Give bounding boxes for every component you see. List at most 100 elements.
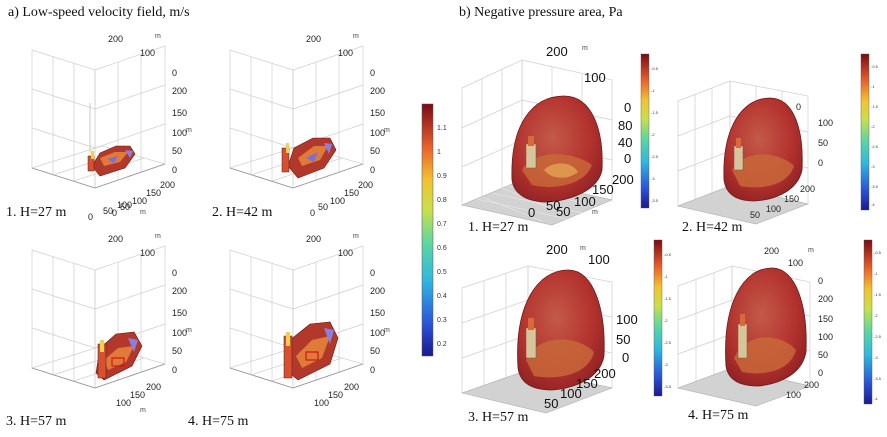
svg-text:-1: -1 xyxy=(651,88,655,93)
svg-text:50: 50 xyxy=(556,204,570,219)
svg-text:150: 150 xyxy=(784,194,799,204)
svg-text:200: 200 xyxy=(764,246,779,256)
svg-text:0: 0 xyxy=(370,268,375,278)
svg-text:0: 0 xyxy=(818,158,823,168)
pressure-plot-h57: 200 100 m 100 50 0 200 150 100 50 xyxy=(452,238,638,416)
svg-text:-0.5: -0.5 xyxy=(664,252,672,257)
svg-text:0: 0 xyxy=(370,68,375,78)
svg-text:200: 200 xyxy=(306,34,321,44)
svg-text:-3.5: -3.5 xyxy=(651,198,659,203)
caption-b1: 1. H=27 m xyxy=(468,220,529,235)
svg-text:100: 100 xyxy=(818,332,833,342)
svg-text:0: 0 xyxy=(172,365,177,375)
svg-text:m: m xyxy=(155,233,161,240)
svg-text:50: 50 xyxy=(103,206,113,216)
svg-text:200: 200 xyxy=(370,286,385,296)
pressure-plot-h75: 200 100 m 0 200 150 100 50 0 200 100 xyxy=(668,238,848,408)
svg-text:100: 100 xyxy=(330,196,345,206)
panel-b-title: b) Negative pressure area, Pa xyxy=(459,5,623,20)
svg-text:50: 50 xyxy=(318,202,328,212)
svg-text:100: 100 xyxy=(818,118,833,128)
svg-text:-1: -1 xyxy=(871,84,875,89)
svg-text:150: 150 xyxy=(172,308,187,318)
svg-text:0: 0 xyxy=(172,68,177,78)
svg-text:-2.5: -2.5 xyxy=(664,340,672,345)
svg-text:150: 150 xyxy=(130,390,145,400)
svg-text:0.9: 0.9 xyxy=(437,173,447,180)
svg-text:100: 100 xyxy=(172,328,187,338)
svg-text:200: 200 xyxy=(370,86,385,96)
svg-text:50: 50 xyxy=(818,138,828,148)
svg-text:200: 200 xyxy=(146,382,161,392)
svg-text:m: m xyxy=(384,127,390,134)
caption-b2: 2. H=42 m xyxy=(682,220,743,235)
svg-text:100: 100 xyxy=(338,248,353,258)
pressure-colorbar-h42: -0.5 -1 -1.5 -2 -2.5 -3 -3.5 -4 xyxy=(857,52,881,214)
svg-text:50: 50 xyxy=(172,146,182,156)
velocity-plot-h75: 200 100 0 m 200 150 100 50 0 m 200 150 1… xyxy=(198,228,398,418)
svg-text:100: 100 xyxy=(574,194,596,209)
svg-text:50: 50 xyxy=(750,210,760,220)
svg-text:-1.5: -1.5 xyxy=(871,104,879,109)
svg-text:m: m xyxy=(353,233,359,240)
svg-text:0: 0 xyxy=(818,368,823,378)
svg-text:1.1: 1.1 xyxy=(437,125,447,132)
svg-text:150: 150 xyxy=(146,188,161,198)
svg-text:100: 100 xyxy=(616,312,638,327)
svg-text:150: 150 xyxy=(592,182,614,197)
velocity-plot-h42: 200 100 0 m 200 150 100 50 0 m 200 150 1… xyxy=(198,28,398,218)
svg-text:200: 200 xyxy=(800,184,815,194)
svg-text:0.3: 0.3 xyxy=(437,317,447,324)
svg-text:0.6: 0.6 xyxy=(437,245,447,252)
svg-text:100: 100 xyxy=(140,248,155,258)
svg-text:150: 150 xyxy=(576,376,598,391)
svg-text:80: 80 xyxy=(618,118,632,133)
svg-text:100: 100 xyxy=(788,258,803,268)
velocity-plot-h57: 200 100 0 m 200 150 100 50 0 m 200 150 1… xyxy=(0,228,200,418)
svg-text:200: 200 xyxy=(108,234,123,244)
svg-text:m: m xyxy=(808,247,814,254)
svg-text:100: 100 xyxy=(117,200,132,210)
pressure-colorbar-h27: -0.5 -1 -1.5 -2 -2.5 -3 -3.5 xyxy=(637,52,661,212)
svg-text:-3: -3 xyxy=(871,164,875,169)
svg-text:200: 200 xyxy=(546,242,568,257)
svg-text:m: m xyxy=(140,407,146,414)
svg-text:100: 100 xyxy=(132,196,147,206)
svg-text:m: m xyxy=(155,33,161,40)
svg-text:150: 150 xyxy=(370,308,385,318)
svg-text:200: 200 xyxy=(594,366,616,381)
svg-text:150: 150 xyxy=(344,188,359,198)
svg-text:-2: -2 xyxy=(871,124,875,129)
svg-text:0: 0 xyxy=(528,205,535,220)
svg-text:0.8: 0.8 xyxy=(437,197,447,204)
svg-text:m: m xyxy=(186,127,192,134)
svg-text:-2.5: -2.5 xyxy=(871,144,879,149)
svg-text:-0.5: -0.5 xyxy=(871,64,879,69)
svg-text:200: 200 xyxy=(358,180,373,190)
svg-text:-3.5: -3.5 xyxy=(664,384,672,389)
svg-text:200: 200 xyxy=(172,86,187,96)
svg-text:100: 100 xyxy=(786,390,801,400)
svg-text:-3: -3 xyxy=(651,176,655,181)
svg-text:-3: -3 xyxy=(874,355,878,360)
pressure-colorbar-h57: -0.5 -1 -1.5 -2 -2.5 -3 -3.5 xyxy=(650,238,674,400)
svg-text:50: 50 xyxy=(120,202,130,212)
svg-text:200: 200 xyxy=(108,34,123,44)
pressure-plot-h42: 0 100 50 0 200 150 100 50 xyxy=(668,46,848,225)
svg-text:100: 100 xyxy=(140,48,155,58)
svg-text:200: 200 xyxy=(546,44,568,59)
svg-text:m: m xyxy=(186,327,192,334)
svg-text:-1.5: -1.5 xyxy=(651,110,659,115)
svg-text:100: 100 xyxy=(370,128,385,138)
svg-text:m: m xyxy=(592,209,598,216)
svg-text:m: m xyxy=(353,33,359,40)
svg-text:-4: -4 xyxy=(871,202,875,207)
svg-text:-1: -1 xyxy=(664,274,668,279)
svg-text:-3.5: -3.5 xyxy=(871,184,879,189)
svg-text:100: 100 xyxy=(370,328,385,338)
caption-a2: 2. H=42 m xyxy=(212,205,273,220)
svg-text:50: 50 xyxy=(544,396,558,411)
svg-text:-1.5: -1.5 xyxy=(874,292,882,297)
svg-text:-2: -2 xyxy=(651,132,655,137)
svg-text:50: 50 xyxy=(370,146,380,156)
